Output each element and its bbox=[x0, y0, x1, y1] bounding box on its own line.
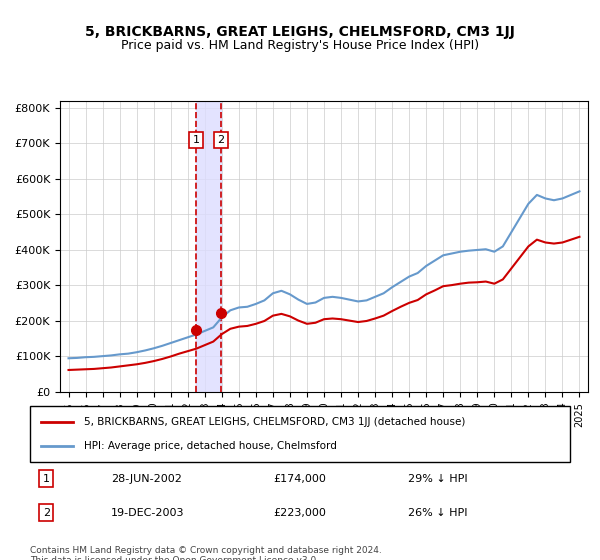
Text: 1: 1 bbox=[193, 135, 200, 145]
Text: HPI: Average price, detached house, Chelmsford: HPI: Average price, detached house, Chel… bbox=[84, 441, 337, 451]
Text: £223,000: £223,000 bbox=[273, 508, 326, 517]
Text: £174,000: £174,000 bbox=[273, 474, 326, 484]
Text: 26% ↓ HPI: 26% ↓ HPI bbox=[408, 508, 467, 517]
Text: 5, BRICKBARNS, GREAT LEIGHS, CHELMSFORD, CM3 1JJ: 5, BRICKBARNS, GREAT LEIGHS, CHELMSFORD,… bbox=[85, 25, 515, 39]
Text: 19-DEC-2003: 19-DEC-2003 bbox=[111, 508, 185, 517]
Bar bbox=[196, 101, 221, 392]
Text: 29% ↓ HPI: 29% ↓ HPI bbox=[408, 474, 467, 484]
Text: 1: 1 bbox=[43, 474, 50, 484]
Text: 5, BRICKBARNS, GREAT LEIGHS, CHELMSFORD, CM3 1JJ (detached house): 5, BRICKBARNS, GREAT LEIGHS, CHELMSFORD,… bbox=[84, 417, 466, 427]
Text: 2: 2 bbox=[43, 508, 50, 517]
Text: Price paid vs. HM Land Registry's House Price Index (HPI): Price paid vs. HM Land Registry's House … bbox=[121, 39, 479, 52]
FancyBboxPatch shape bbox=[30, 406, 570, 462]
Text: Contains HM Land Registry data © Crown copyright and database right 2024.
This d: Contains HM Land Registry data © Crown c… bbox=[30, 546, 382, 560]
Text: 2: 2 bbox=[218, 135, 224, 145]
Text: 28-JUN-2002: 28-JUN-2002 bbox=[111, 474, 182, 484]
